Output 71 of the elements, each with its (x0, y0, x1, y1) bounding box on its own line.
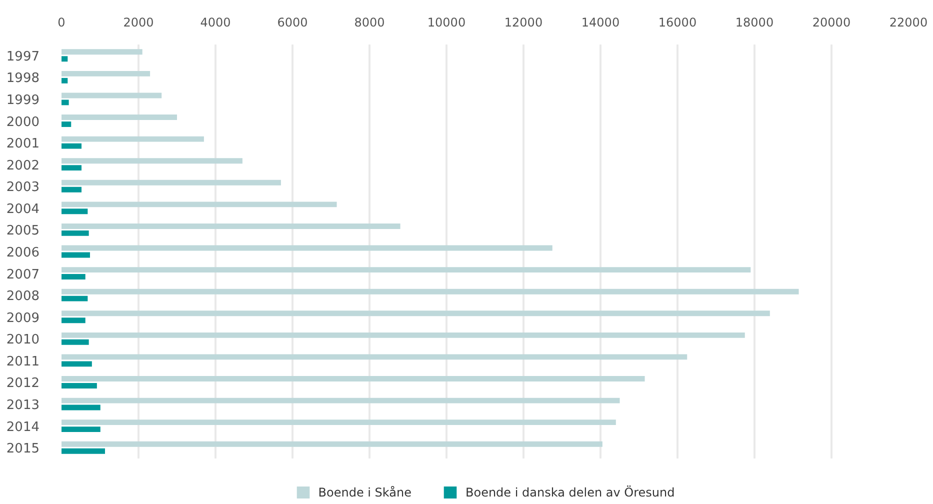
y-tick-label: 2012 (6, 376, 40, 392)
x-tick-label: 6000 (277, 16, 308, 30)
bar (62, 224, 400, 229)
y-tick-label: 2006 (6, 246, 40, 260)
bar (62, 186, 82, 192)
y-tick-label: 2008 (6, 289, 40, 304)
y-tick-label: 2009 (6, 310, 40, 326)
y-tick-label: 2003 (6, 180, 40, 196)
bar (62, 158, 242, 164)
y-tick-label: 2001 (6, 136, 40, 152)
y-tick-label: 2002 (6, 158, 40, 174)
x-tick-label: 18000 (735, 16, 774, 30)
bar (62, 245, 552, 251)
y-tick-label: 1998 (6, 71, 40, 86)
bar (62, 180, 281, 186)
x-tick-label: 4000 (200, 16, 231, 30)
x-tick-label: 22000 (889, 16, 928, 30)
bar (62, 398, 620, 404)
bar (62, 202, 337, 208)
bar (62, 361, 92, 367)
x-tick-label: 20000 (812, 16, 851, 30)
x-tick-label: 12000 (504, 16, 543, 30)
bar (62, 208, 88, 214)
bar (62, 92, 162, 98)
bar (62, 136, 204, 142)
bar (62, 56, 68, 62)
y-tick-label: 2013 (6, 398, 40, 414)
y-tick-label: 2004 (6, 202, 40, 217)
legend-label: Boende i danska delen av Öresund (465, 485, 675, 499)
bar (62, 114, 177, 120)
bar (62, 274, 86, 280)
bar (62, 70, 150, 76)
y-tick-label: 2014 (6, 420, 40, 435)
bar (62, 332, 745, 338)
y-tick-label: 1997 (6, 49, 40, 64)
bar (62, 420, 616, 426)
legend-label: Boende i Skåne (318, 485, 412, 499)
x-tick-label: 8000 (354, 16, 385, 30)
bar (62, 310, 770, 316)
bar (62, 296, 88, 302)
bar (62, 78, 68, 84)
x-tick-label: 0 (58, 16, 66, 30)
y-tick-label: 2010 (6, 332, 40, 348)
y-tick-label: 2000 (6, 114, 40, 130)
bar (62, 49, 142, 55)
x-tick-label: 2000 (123, 16, 154, 30)
bar (62, 122, 72, 127)
x-tick-label: 10000 (427, 16, 466, 30)
bar (62, 426, 100, 432)
bar (62, 404, 100, 410)
bar (62, 288, 799, 294)
bar (62, 267, 751, 273)
bar (62, 165, 82, 171)
y-tick-label: 2011 (6, 354, 40, 370)
y-tick-label: 2007 (6, 267, 40, 282)
y-tick-label: 2005 (6, 224, 40, 239)
bar (62, 318, 86, 324)
bar (62, 143, 82, 149)
bar (62, 230, 89, 236)
y-tick-label: 1999 (6, 92, 40, 108)
x-tick-label: 16000 (658, 16, 697, 30)
bar (62, 376, 645, 382)
bar (62, 339, 89, 345)
bar (62, 100, 69, 106)
bar (62, 448, 106, 454)
x-tick-label: 14000 (581, 16, 620, 30)
y-tick-label: 2015 (6, 442, 40, 457)
bar (62, 252, 90, 258)
bar (62, 383, 97, 388)
bar (62, 354, 688, 360)
bar (62, 441, 602, 447)
